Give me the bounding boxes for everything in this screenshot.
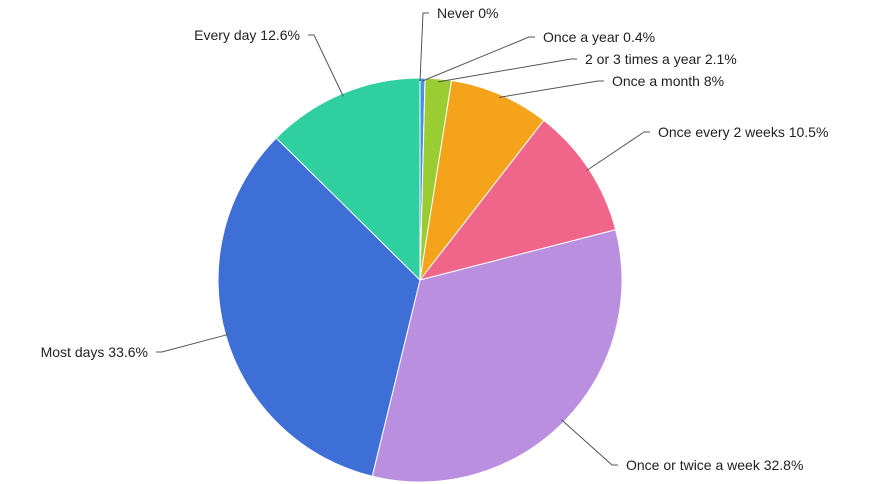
leader-line-2-or-3-times-a-year [438,58,577,83]
leader-line-never [419,12,429,82]
leader-line-once-a-month [498,80,604,98]
slice-label-once-a-year: Once a year 0.4% [543,29,655,45]
slice-labels: Never 0% Once a year 0.4% 2 or 3 times a y… [41,5,829,473]
slice-label-never: Never 0% [437,5,498,21]
slice-label-once-every-2-weeks: Once every 2 weeks 10.5% [658,124,828,140]
label-leaders [156,12,650,466]
leader-line-once-every-2-weeks [586,131,650,172]
leader-line-once-or-twice-a-week [561,419,618,466]
pie-slice-once-a-month [419,79,545,281]
slice-label-once-or-twice-a-week: Once or twice a week 32.8% [626,457,803,473]
pie-slices [217,77,623,483]
leader-line-every-day [308,34,344,97]
slice-label-2-or-3-times-a-year: 2 or 3 times a year 2.1% [585,51,737,67]
leader-line-most-days [156,333,229,353]
slice-label-most-days: Most days 33.6% [41,344,148,360]
slice-label-once-a-month: Once a month 8% [612,73,724,89]
leader-line-once-a-year [422,36,535,82]
slice-label-every-day: Every day 12.6% [194,27,300,43]
